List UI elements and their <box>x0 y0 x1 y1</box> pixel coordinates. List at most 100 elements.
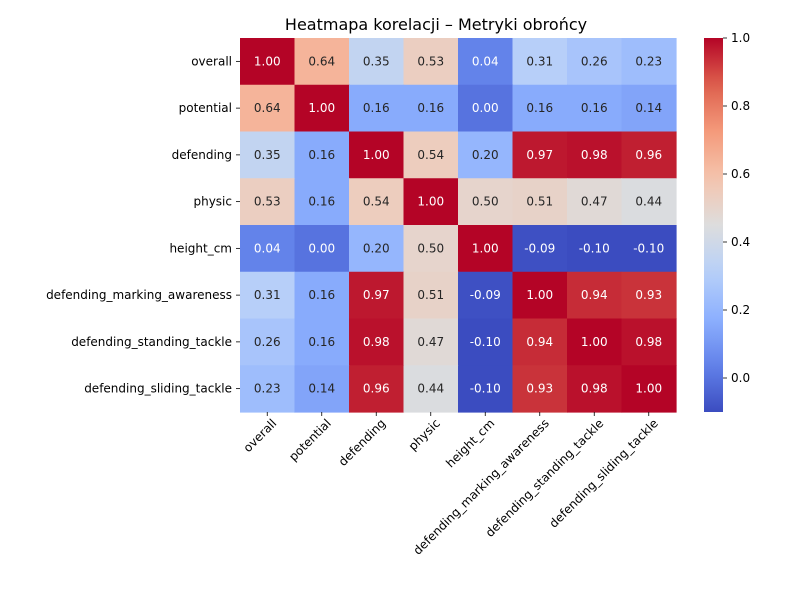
heatmap-cell <box>458 38 514 86</box>
heatmap-cell <box>621 365 677 413</box>
heatmap-cell <box>621 178 677 226</box>
heatmap-cell <box>240 318 296 366</box>
heatmap-cell <box>349 225 405 273</box>
heatmap-cell <box>621 131 677 179</box>
cell-value-label: 0.14 <box>308 382 335 396</box>
cell-value-label: 0.64 <box>308 54 335 68</box>
colorbar-tick-label: 0.8 <box>731 99 750 113</box>
heatmap-cell <box>294 318 350 366</box>
cell-value-label: -0.10 <box>470 382 501 396</box>
colorbar-tick-label: 1.0 <box>731 31 750 45</box>
cell-value-label: 1.00 <box>254 54 281 68</box>
heatmap-cell <box>621 225 677 273</box>
column-tick-label: overall <box>241 416 280 455</box>
heatmap-cell <box>621 318 677 366</box>
heatmap-cell <box>458 365 514 413</box>
heatmap-cell <box>240 225 296 273</box>
heatmap-cell <box>349 84 405 133</box>
cell-value-label: 0.47 <box>581 195 608 209</box>
cell-value-label: 0.16 <box>526 101 553 115</box>
cell-value-label: 0.96 <box>635 148 662 162</box>
row-tick-label: defending_marking_awareness <box>46 288 232 302</box>
heatmap-cell <box>458 318 514 366</box>
heatmap-cell <box>403 225 459 273</box>
column-tick-label: defending_sliding_tackle <box>546 416 660 530</box>
cell-value-label: 0.54 <box>363 195 390 209</box>
heatmap-cell <box>240 38 296 86</box>
row-tick-label: defending_sliding_tackle <box>84 382 232 396</box>
heatmap-cell <box>512 131 568 179</box>
colorbar-tick-label: 0.2 <box>731 303 750 317</box>
heatmap-cell <box>512 84 568 133</box>
row-tick-labels: overall potential defending physic height_cm… <box>46 54 240 396</box>
heatmap-cell <box>403 365 459 413</box>
colorbar-tick-label: 0.4 <box>731 235 750 249</box>
cell-value-label: 0.26 <box>581 54 608 68</box>
cell-value-label: 0.50 <box>417 241 444 255</box>
cell-value-label: -0.09 <box>470 288 501 302</box>
row-tick-label: physic <box>193 195 232 209</box>
heatmap-cell <box>567 271 623 320</box>
cell-value-label: 0.04 <box>254 241 281 255</box>
cell-value-label: 0.98 <box>581 382 608 396</box>
heatmap-cell <box>621 84 677 133</box>
cell-value-label: 0.50 <box>472 195 499 209</box>
colorbar: 0.0 0.2 0.4 0.6 0.8 1.0 <box>704 31 750 412</box>
cell-value-label: 0.93 <box>635 288 662 302</box>
heatmap-cell <box>349 365 405 413</box>
cell-value-label: 0.96 <box>363 382 390 396</box>
cell-value-label: 0.51 <box>417 288 444 302</box>
heatmap-cell <box>403 38 459 86</box>
heatmap-cell <box>294 225 350 273</box>
heatmap-cell <box>349 38 405 86</box>
cell-value-label: 0.23 <box>254 382 281 396</box>
heatmap-cell <box>512 365 568 413</box>
heatmap-cell <box>621 271 677 320</box>
heatmap-cell <box>349 318 405 366</box>
cell-value-label: -0.09 <box>524 241 555 255</box>
cell-value-label: -0.10 <box>470 335 501 349</box>
heatmap-cell <box>567 38 623 86</box>
cell-value-label: 0.44 <box>417 382 444 396</box>
heatmap-cell <box>512 318 568 366</box>
heatmap-cell <box>567 84 623 133</box>
cell-value-label: 0.00 <box>308 241 335 255</box>
heatmap-cell <box>403 178 459 226</box>
cell-value-label: 0.04 <box>472 54 499 68</box>
heatmap-cell <box>567 225 623 273</box>
heatmap-cell <box>294 131 350 179</box>
cell-value-label: 0.93 <box>526 382 553 396</box>
cell-value-label: 0.16 <box>417 101 444 115</box>
cell-value-label: 0.16 <box>308 148 335 162</box>
heatmap-cell <box>294 178 350 226</box>
cell-value-label: 1.00 <box>472 241 499 255</box>
cell-value-label: 0.53 <box>254 195 281 209</box>
row-tick-label: height_cm <box>169 241 232 255</box>
heatmap-cell <box>349 178 405 226</box>
cell-value-label: 0.44 <box>635 195 662 209</box>
column-tick-labels: overall potential defending physic height_cm… <box>241 412 661 558</box>
cell-value-label: 0.98 <box>581 148 608 162</box>
heatmap-cell <box>403 271 459 320</box>
heatmap-cell <box>458 178 514 226</box>
heatmap-cells: 1.00 0.64 0.35 0.53 0.04 0.31 0.26 0.23 0.64 1.00… <box>240 38 677 413</box>
cell-value-label: 0.98 <box>635 335 662 349</box>
cell-value-label: 0.98 <box>363 335 390 349</box>
heatmap-cell <box>240 271 296 320</box>
heatmap-cell <box>240 84 296 133</box>
cell-value-label: 0.23 <box>635 54 662 68</box>
cell-value-label: 0.51 <box>526 195 553 209</box>
cell-value-label: 0.53 <box>417 54 444 68</box>
cell-value-label: 1.00 <box>581 335 608 349</box>
heatmap-cell <box>458 131 514 179</box>
cell-value-label: 0.26 <box>254 335 281 349</box>
colorbar-tick-label: 0.6 <box>731 167 750 181</box>
heatmap-cell <box>567 365 623 413</box>
heatmap-cell <box>240 178 296 226</box>
heatmap-cell <box>512 225 568 273</box>
cell-value-label: 0.47 <box>417 335 444 349</box>
heatmap-cell <box>403 131 459 179</box>
cell-value-label: 1.00 <box>308 101 335 115</box>
column-tick-label: physic <box>406 416 443 453</box>
